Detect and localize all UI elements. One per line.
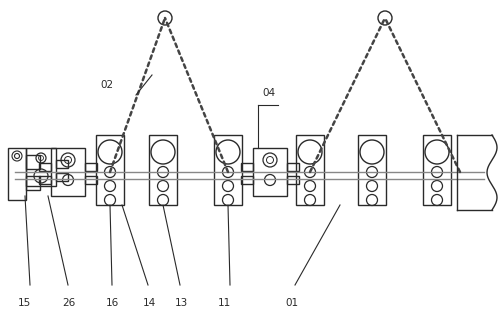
Bar <box>56 173 68 181</box>
Bar <box>85 176 97 184</box>
Bar <box>287 176 299 184</box>
Text: 11: 11 <box>218 298 231 308</box>
Bar <box>253 148 287 196</box>
Text: 26: 26 <box>62 298 75 308</box>
Text: 14: 14 <box>143 298 156 308</box>
Bar <box>51 148 85 196</box>
Bar <box>214 135 242 205</box>
Text: 13: 13 <box>175 298 188 308</box>
Bar <box>96 135 124 205</box>
Bar <box>358 135 386 205</box>
Bar <box>149 135 177 205</box>
Bar <box>241 163 253 171</box>
Bar <box>85 163 97 171</box>
Text: 16: 16 <box>106 298 119 308</box>
Bar <box>8 148 26 200</box>
Text: 01: 01 <box>285 298 298 308</box>
Text: 15: 15 <box>18 298 31 308</box>
Bar <box>241 176 253 184</box>
Bar <box>39 176 51 184</box>
Bar <box>423 135 451 205</box>
Bar <box>26 148 56 186</box>
Text: 02: 02 <box>100 80 113 90</box>
Text: 04: 04 <box>262 88 275 98</box>
Bar <box>296 135 324 205</box>
Bar <box>287 163 299 171</box>
Bar <box>39 163 51 171</box>
Bar <box>26 176 40 190</box>
Bar <box>56 160 68 168</box>
Bar <box>26 155 40 169</box>
